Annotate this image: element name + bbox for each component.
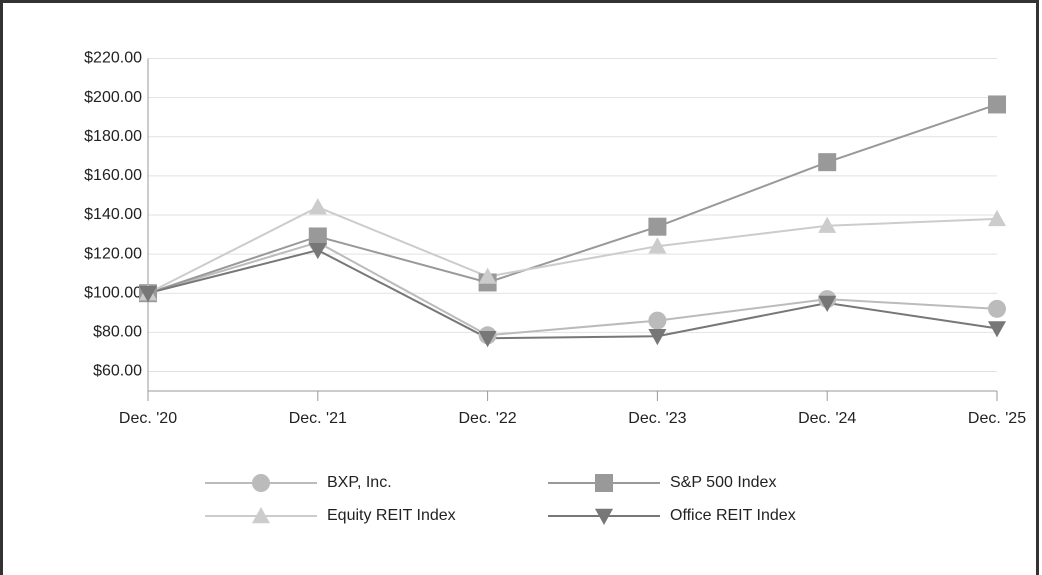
data-point bbox=[648, 329, 667, 346]
legend-marker bbox=[595, 474, 613, 492]
x-tick-label: Dec. '24 bbox=[798, 410, 856, 427]
legend-label: BXP, Inc. bbox=[327, 474, 392, 491]
y-tick-label: $200.00 bbox=[84, 89, 142, 106]
data-point bbox=[308, 242, 327, 260]
data-point bbox=[648, 217, 667, 236]
legend-marker bbox=[595, 508, 613, 525]
y-tick-label: $160.00 bbox=[84, 167, 142, 184]
data-point bbox=[308, 198, 327, 215]
data-point bbox=[648, 237, 667, 254]
series-line bbox=[147, 241, 998, 337]
legend-marker bbox=[252, 474, 270, 492]
data-point bbox=[648, 311, 667, 330]
y-tick-label: $60.00 bbox=[93, 363, 142, 380]
x-tick-label: Dec. '23 bbox=[628, 410, 686, 427]
y-tick-label: $140.00 bbox=[84, 206, 142, 223]
legend-label: Office REIT Index bbox=[670, 507, 796, 524]
legend-label: Equity REIT Index bbox=[327, 507, 456, 524]
legend-label: S&P 500 Index bbox=[670, 474, 776, 491]
series-line bbox=[147, 103, 998, 295]
y-tick-label: $220.00 bbox=[84, 50, 142, 67]
y-tick-label: $80.00 bbox=[93, 324, 142, 341]
y-tick-label: $120.00 bbox=[84, 245, 142, 262]
data-point bbox=[478, 267, 497, 284]
legend-marker bbox=[252, 507, 270, 524]
x-tick-label: Dec. '20 bbox=[119, 410, 177, 427]
data-point bbox=[988, 299, 1006, 318]
series-line bbox=[147, 206, 998, 295]
y-tick-label: $180.00 bbox=[84, 128, 142, 145]
data-point bbox=[818, 295, 837, 312]
series-line bbox=[147, 249, 998, 340]
y-tick-label: $100.00 bbox=[84, 284, 142, 301]
data-point bbox=[818, 216, 837, 233]
data-point bbox=[308, 227, 327, 246]
data-point bbox=[988, 321, 1006, 338]
x-tick-label: Dec. '21 bbox=[289, 410, 347, 427]
x-tick-label: Dec. '25 bbox=[968, 410, 1026, 427]
x-tick-label: Dec. '22 bbox=[458, 410, 516, 427]
data-point bbox=[988, 95, 1006, 114]
data-point bbox=[818, 153, 837, 172]
data-point bbox=[988, 209, 1006, 227]
data-point bbox=[478, 330, 497, 348]
data-point bbox=[139, 286, 157, 303]
